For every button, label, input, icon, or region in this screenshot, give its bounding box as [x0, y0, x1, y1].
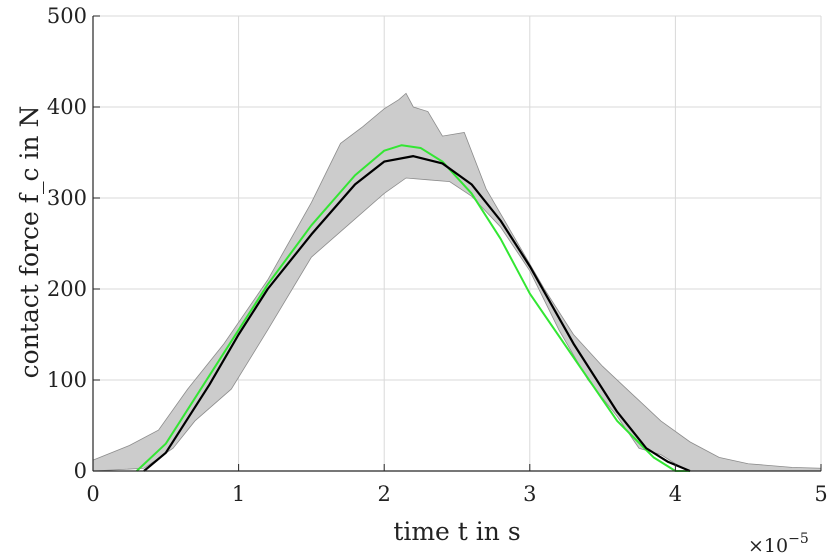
y-tick-label-1: 100: [47, 368, 87, 392]
y-tick-label-5: 500: [47, 4, 87, 28]
green-series-line: [135, 144, 690, 472]
x-exponent-label: ×10−5: [748, 531, 809, 554]
band-area: [92, 92, 822, 472]
x-axis-label: time t in s: [393, 517, 520, 546]
x-tick-label-0: 0: [86, 482, 99, 506]
x-tick-label-1: 1: [232, 482, 245, 506]
y-tick-label-2: 200: [47, 277, 87, 301]
axes: [92, 15, 822, 472]
series-lines: [135, 144, 691, 473]
x-tick-label-3: 3: [523, 482, 536, 506]
y-tick-label-3: 300: [47, 186, 87, 210]
y-tick-label-4: 400: [47, 95, 87, 119]
black-series-line: [143, 155, 691, 473]
x-tick-label-5: 5: [814, 482, 827, 506]
x-tick-label-2: 2: [378, 482, 391, 506]
uncertainty-band: [92, 92, 822, 472]
y-axis-label: contact force f_c in N: [15, 106, 44, 379]
tick-labels: 0 1 2 3 4 5 0 100 200 300 400 500: [47, 4, 828, 506]
x-tick-label-4: 4: [669, 482, 682, 506]
y-tick-label-0: 0: [74, 459, 87, 483]
